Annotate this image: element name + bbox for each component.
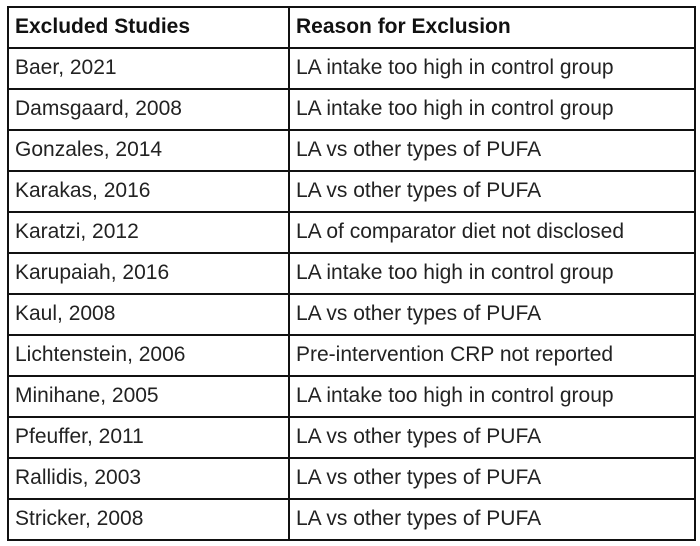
table-row: Baer, 2021 LA intake too high in control … [7, 47, 696, 90]
reason-cell: LA vs other types of PUFA [288, 457, 696, 500]
reason-cell: LA vs other types of PUFA [288, 170, 696, 213]
header-row: Excluded Studies Reason for Exclusion [7, 6, 696, 49]
reason-cell: LA intake too high in control group [288, 47, 696, 90]
study-cell: Gonzales, 2014 [7, 129, 290, 172]
study-cell: Stricker, 2008 [7, 498, 290, 541]
study-cell: Kaul, 2008 [7, 293, 290, 336]
reason-cell: LA intake too high in control group [288, 375, 696, 418]
reason-cell: LA intake too high in control group [288, 88, 696, 131]
table-row: Karakas, 2016 LA vs other types of PUFA [7, 170, 696, 213]
table-row: Lichtenstein, 2006 Pre-intervention CRP n… [7, 334, 696, 377]
table-row: Kaul, 2008 LA vs other types of PUFA [7, 293, 696, 336]
table-header: Excluded Studies Reason for Exclusion [7, 6, 696, 49]
table-row: Karatzi, 2012 LA of comparator diet not d… [7, 211, 696, 254]
table-body: Baer, 2021 LA intake too high in control … [7, 47, 696, 541]
study-cell: Minihane, 2005 [7, 375, 290, 418]
reason-cell: LA vs other types of PUFA [288, 293, 696, 336]
table-row: Pfeuffer, 2011 LA vs other types of PUFA [7, 416, 696, 459]
table-row: Stricker, 2008 LA vs other types of PUFA [7, 498, 696, 541]
table-row: Karupaiah, 2016 LA intake too high in con… [7, 252, 696, 295]
reason-cell: LA intake too high in control group [288, 252, 696, 295]
reason-cell: LA vs other types of PUFA [288, 416, 696, 459]
study-cell: Rallidis, 2003 [7, 457, 290, 500]
study-cell: Karupaiah, 2016 [7, 252, 290, 295]
exclusion-table: Excluded Studies Reason for Exclusion Bae… [7, 6, 696, 541]
table-row: Rallidis, 2003 LA vs other types of PUFA [7, 457, 696, 500]
table-row: Damsgaard, 2008 LA intake too high in con… [7, 88, 696, 131]
reason-cell: Pre-intervention CRP not reported [288, 334, 696, 377]
header-cell: Reason for Exclusion [288, 6, 696, 49]
study-cell: Pfeuffer, 2011 [7, 416, 290, 459]
table-row: Gonzales, 2014 LA vs other types of PUFA [7, 129, 696, 172]
table-row: Minihane, 2005 LA intake too high in cont… [7, 375, 696, 418]
study-cell: Baer, 2021 [7, 47, 290, 90]
study-cell: Karakas, 2016 [7, 170, 290, 213]
study-cell: Lichtenstein, 2006 [7, 334, 290, 377]
reason-cell: LA of comparator diet not disclosed [288, 211, 696, 254]
header-cell: Excluded Studies [7, 6, 290, 49]
reason-cell: LA vs other types of PUFA [288, 498, 696, 541]
study-cell: Damsgaard, 2008 [7, 88, 290, 131]
study-cell: Karatzi, 2012 [7, 211, 290, 254]
reason-cell: LA vs other types of PUFA [288, 129, 696, 172]
